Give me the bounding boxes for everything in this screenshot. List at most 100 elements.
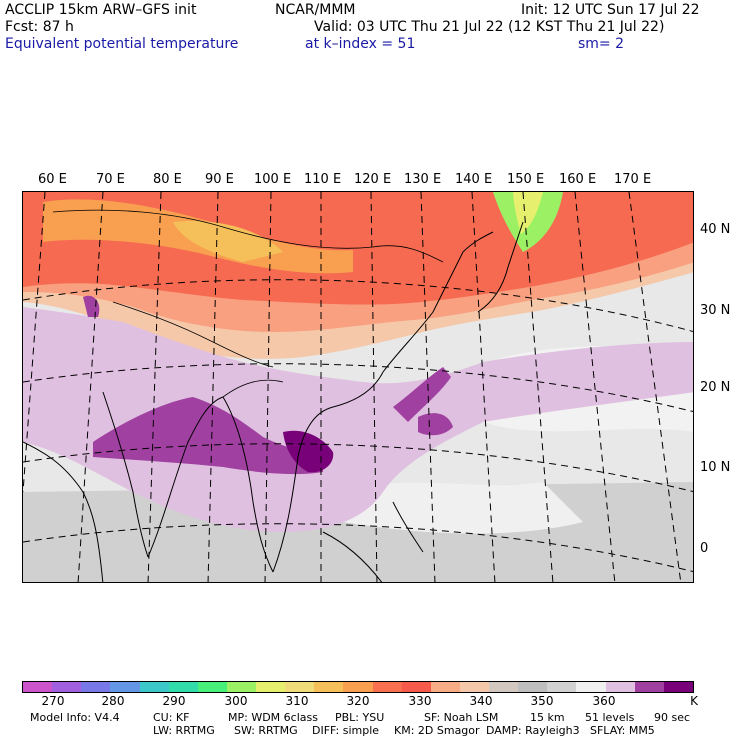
colorbar-swatch [401,682,431,692]
country-borders [52,209,444,398]
longitude-line [23,192,46,493]
japan-coast [477,221,524,313]
longitude-line [264,192,272,582]
taiwan-maximum [393,367,451,422]
colorbar-unit: K [690,694,698,708]
lon-label: 60 E [38,172,67,187]
colorbar-swatch [197,682,227,692]
footer-item: KM: 2D Smagor [394,724,480,737]
colorbar-swatch [256,682,286,692]
longitude-line [628,192,682,582]
colorbar-swatch [634,682,664,692]
graticule [23,192,693,582]
bay-of-bengal-maximum [93,397,323,475]
latitude-line-0 [23,523,693,573]
border-line [222,379,284,398]
arabian-coast [23,441,104,582]
longitude-line [471,192,496,582]
colorbar-swatch [547,682,577,692]
colorbar-swatch [430,682,460,692]
colorbar-swatch [605,682,635,692]
longitude-line [420,192,436,582]
colorbar-swatch [343,682,373,692]
lat-label: 0 [700,541,709,556]
border-line [112,301,274,368]
colorbar-swatch [81,682,111,692]
colorbar-swatch [23,682,53,692]
borneo-coast [322,531,383,582]
footer-item: SF: Noah LSM [424,711,499,724]
lon-label: 170 E [614,172,652,187]
lon-label: 140 E [455,172,493,187]
latitude-line-30n [23,279,693,332]
footer-item: DAMP: Rayleigh3 [486,724,580,737]
footer-item: SW: RRTMG [234,724,298,737]
footer-item: 15 km [530,711,565,724]
latitude-line-20n [23,363,693,413]
theta-e-field [23,192,693,582]
yellow-patch [173,221,283,262]
center-label: NCAR/MMM [275,2,356,18]
colorbar-tick: 360 [592,694,616,708]
colorbar-tick: 330 [408,694,432,708]
colorbar-tick: 310 [285,694,309,708]
footer-item: 51 levels [585,711,635,724]
colorbar-swatch [372,682,402,692]
footer-item: PBL: YSU [335,711,385,724]
indochina-coast [272,371,384,573]
lon-label: 120 E [354,172,392,187]
colorbar-tick: 340 [469,694,493,708]
lat-label: 10 N [700,460,731,475]
lon-label: 90 E [205,172,234,187]
colorbar-swatch [285,682,315,692]
colorbar-swatch [663,682,693,692]
field-name: Equivalent potential temperature [5,36,239,52]
footer-item: SFLAY: MM5 [590,724,655,737]
colorbar-tick: 280 [101,694,125,708]
china-coast [382,251,464,373]
india-west-coast [102,391,149,558]
longitude-line [147,192,162,582]
burma-coast [222,396,274,573]
india-east-coast [147,396,224,558]
colorbar-tick: 290 [162,694,186,708]
colorbar-swatch [110,682,140,692]
lon-label: 150 E [507,172,545,187]
lon-label: 70 E [96,172,125,187]
colorbar-tick: 350 [530,694,554,708]
forecast-hour: Fcst: 87 h [5,19,74,35]
model-title: ACCLIP 15km ARW–GFS init [5,2,197,18]
korea-coast [462,231,494,253]
longitude-line [574,192,616,582]
init-time: Init: 12 UTC Sun 17 Jul 22 [521,2,700,18]
colorbar-swatch [226,682,256,692]
longitude-line [370,192,378,582]
lon-label: 80 E [153,172,182,187]
longitude-line [207,192,219,582]
map-panel [22,191,694,583]
yellow-cold-patch [513,192,543,234]
lat-label: 40 N [700,222,731,237]
philippines-coast [392,501,424,553]
lat-label: 20 N [700,380,731,395]
longitude-line [77,192,104,582]
footer-item: MP: WDM 6class [228,711,318,724]
colorbar-tick: 320 [346,694,370,708]
longitude-line [522,192,554,582]
colorbar-swatch [576,682,606,692]
valid-time: Valid: 03 UTC Thu 21 Jul 22 (12 KST Thu … [314,19,665,35]
colorbar-swatch [314,682,344,692]
colorbar-swatch [168,682,198,692]
colorbar-tick: 270 [41,694,65,708]
colorbar-swatch [489,682,519,692]
footer-item: Model Info: V4.4 [30,711,120,724]
colorbar-swatch [139,682,169,692]
border-line [52,209,444,263]
lon-label: 130 E [404,172,442,187]
northern-india-patch [83,295,100,317]
lon-label: 110 E [304,172,342,187]
coastlines [23,221,524,582]
level-label: at k–index = 51 [305,36,416,52]
smoothing-label: sm= 2 [578,36,625,52]
colorbar-tick: 300 [224,694,248,708]
